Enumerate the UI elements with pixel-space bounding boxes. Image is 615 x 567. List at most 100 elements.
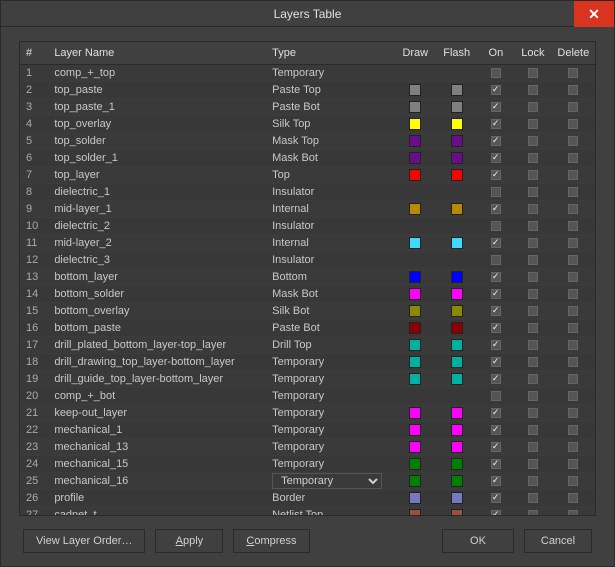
on-checkbox-cell[interactable]	[477, 354, 514, 371]
layer-type-cell[interactable]: Silk Bot	[266, 303, 395, 320]
lock-checkbox-cell[interactable]	[514, 269, 551, 286]
draw-color-swatch[interactable]	[409, 458, 421, 470]
draw-color-swatch[interactable]	[409, 407, 421, 419]
lock-checkbox-cell[interactable]	[514, 371, 551, 388]
on-checkbox[interactable]	[491, 187, 501, 197]
table-row[interactable]: 12dielectric_3Insulator	[20, 252, 595, 269]
flash-swatch-cell[interactable]	[436, 422, 477, 439]
delete-checkbox[interactable]	[568, 323, 578, 333]
delete-checkbox-cell[interactable]	[551, 252, 595, 269]
delete-checkbox-cell[interactable]	[551, 337, 595, 354]
flash-color-swatch[interactable]	[451, 118, 463, 130]
draw-swatch-cell[interactable]	[395, 354, 436, 371]
layer-type-cell[interactable]: Temporary	[266, 388, 395, 405]
flash-swatch-cell[interactable]	[436, 490, 477, 507]
lock-checkbox-cell[interactable]	[514, 116, 551, 133]
delete-checkbox[interactable]	[568, 289, 578, 299]
on-checkbox[interactable]	[491, 476, 501, 486]
table-row[interactable]: 5top_solderMask Top	[20, 133, 595, 150]
layer-name-cell[interactable]: comp_+_top	[48, 65, 266, 82]
close-button[interactable]: ✕	[574, 1, 614, 27]
lock-checkbox-cell[interactable]	[514, 133, 551, 150]
lock-checkbox-cell[interactable]	[514, 320, 551, 337]
lock-checkbox[interactable]	[528, 442, 538, 452]
delete-checkbox-cell[interactable]	[551, 405, 595, 422]
on-checkbox[interactable]	[491, 357, 501, 367]
ok-button[interactable]: OK	[442, 529, 514, 553]
draw-color-swatch[interactable]	[409, 305, 421, 317]
lock-checkbox[interactable]	[528, 204, 538, 214]
table-row[interactable]: 2top_pastePaste Top	[20, 82, 595, 99]
delete-checkbox-cell[interactable]	[551, 490, 595, 507]
lock-checkbox[interactable]	[528, 357, 538, 367]
layer-type-cell[interactable]: Temporary	[266, 422, 395, 439]
layer-name-cell[interactable]: top_paste	[48, 82, 266, 99]
layer-type-cell[interactable]: Temporary	[266, 405, 395, 422]
flash-color-swatch[interactable]	[451, 407, 463, 419]
layer-name-cell[interactable]: top_solder	[48, 133, 266, 150]
delete-checkbox[interactable]	[568, 102, 578, 112]
on-checkbox[interactable]	[491, 442, 501, 452]
lock-checkbox-cell[interactable]	[514, 490, 551, 507]
table-row[interactable]: 11mid-layer_2Internal	[20, 235, 595, 252]
layer-name-cell[interactable]: drill_drawing_top_layer-bottom_layer	[48, 354, 266, 371]
layer-name-cell[interactable]: bottom_paste	[48, 320, 266, 337]
on-checkbox[interactable]	[491, 238, 501, 248]
on-checkbox-cell[interactable]	[477, 388, 514, 405]
draw-swatch-cell[interactable]	[395, 286, 436, 303]
on-checkbox[interactable]	[491, 136, 501, 146]
delete-checkbox-cell[interactable]	[551, 371, 595, 388]
col-header-lock[interactable]: Lock	[514, 42, 551, 65]
draw-swatch-cell[interactable]	[395, 337, 436, 354]
layer-name-cell[interactable]: drill_guide_top_layer-bottom_layer	[48, 371, 266, 388]
delete-checkbox-cell[interactable]	[551, 99, 595, 116]
layer-type-cell[interactable]: Temporary	[266, 354, 395, 371]
draw-color-swatch[interactable]	[409, 373, 421, 385]
on-checkbox-cell[interactable]	[477, 201, 514, 218]
flash-swatch-cell[interactable]	[436, 218, 477, 235]
on-checkbox-cell[interactable]	[477, 320, 514, 337]
draw-color-swatch[interactable]	[409, 509, 421, 516]
on-checkbox-cell[interactable]	[477, 286, 514, 303]
table-row[interactable]: 26profileBorder	[20, 490, 595, 507]
lock-checkbox-cell[interactable]	[514, 65, 551, 82]
on-checkbox[interactable]	[491, 425, 501, 435]
flash-swatch-cell[interactable]	[436, 167, 477, 184]
draw-color-swatch[interactable]	[409, 271, 421, 283]
on-checkbox-cell[interactable]	[477, 507, 514, 517]
on-checkbox[interactable]	[491, 391, 501, 401]
delete-checkbox-cell[interactable]	[551, 286, 595, 303]
layer-name-cell[interactable]: profile	[48, 490, 266, 507]
draw-swatch-cell[interactable]	[395, 303, 436, 320]
lock-checkbox-cell[interactable]	[514, 473, 551, 490]
layer-name-cell[interactable]: dielectric_1	[48, 184, 266, 201]
lock-checkbox-cell[interactable]	[514, 150, 551, 167]
lock-checkbox[interactable]	[528, 255, 538, 265]
lock-checkbox-cell[interactable]	[514, 201, 551, 218]
draw-swatch-cell[interactable]	[395, 65, 436, 82]
delete-checkbox[interactable]	[568, 340, 578, 350]
draw-swatch-cell[interactable]	[395, 99, 436, 116]
flash-swatch-cell[interactable]	[436, 405, 477, 422]
lock-checkbox-cell[interactable]	[514, 388, 551, 405]
table-row[interactable]: 16bottom_pastePaste Bot	[20, 320, 595, 337]
on-checkbox-cell[interactable]	[477, 167, 514, 184]
delete-checkbox[interactable]	[568, 391, 578, 401]
table-row[interactable]: 23mechanical_13Temporary	[20, 439, 595, 456]
flash-swatch-cell[interactable]	[436, 439, 477, 456]
draw-swatch-cell[interactable]	[395, 405, 436, 422]
flash-swatch-cell[interactable]	[436, 303, 477, 320]
delete-checkbox[interactable]	[568, 170, 578, 180]
col-header-draw[interactable]: Draw	[395, 42, 436, 65]
on-checkbox-cell[interactable]	[477, 371, 514, 388]
table-row[interactable]: 15bottom_overlaySilk Bot	[20, 303, 595, 320]
layer-name-cell[interactable]: mid-layer_2	[48, 235, 266, 252]
flash-color-swatch[interactable]	[451, 305, 463, 317]
flash-swatch-cell[interactable]	[436, 252, 477, 269]
flash-color-swatch[interactable]	[451, 288, 463, 300]
draw-color-swatch[interactable]	[409, 492, 421, 504]
lock-checkbox-cell[interactable]	[514, 337, 551, 354]
layer-type-cell[interactable]: Bottom	[266, 269, 395, 286]
delete-checkbox[interactable]	[568, 272, 578, 282]
draw-swatch-cell[interactable]	[395, 150, 436, 167]
